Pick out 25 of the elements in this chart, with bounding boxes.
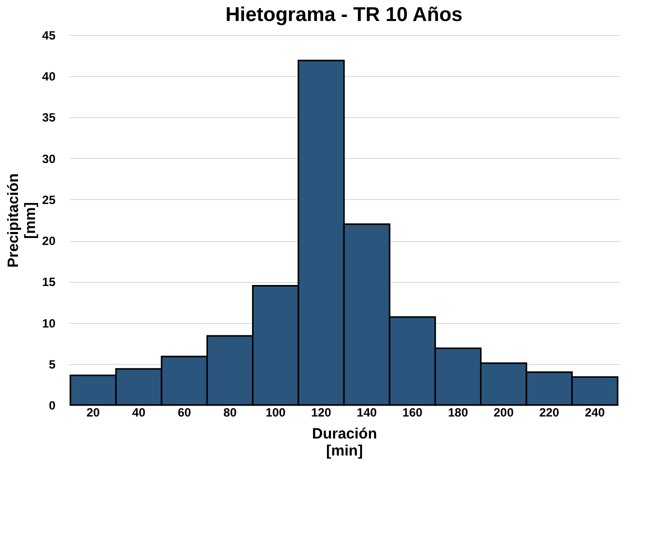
x-tick-label: 20 (86, 406, 100, 420)
y-tick-label: 45 (42, 28, 56, 42)
x-tick-label: 240 (584, 406, 606, 420)
y-axis-title: Precipitación [mm] (5, 173, 40, 268)
y-tick-label: 15 (42, 275, 56, 290)
y-tick-label: 20 (42, 234, 56, 248)
y-tick-label: 10 (42, 316, 56, 330)
x-tick-label: 120 (311, 406, 332, 420)
y-tick-label: 30 (42, 152, 56, 166)
x-tick-label: 80 (223, 406, 237, 420)
x-tick-label: 40 (132, 406, 146, 420)
y-tick-label: 25 (42, 192, 56, 207)
x-tick-label: 140 (356, 406, 378, 420)
chart-title: Hietograma - TR 10 Años (225, 4, 463, 26)
x-tick-label: 100 (266, 406, 286, 420)
x-tick-label: 60 (178, 406, 192, 420)
y-tick-label: 35 (42, 110, 56, 125)
y-tick-label: 5 (48, 357, 56, 372)
y-tick-label: 40 (42, 70, 56, 84)
x-axis-title: Duración [min] (312, 426, 378, 460)
x-tick-label: 180 (448, 406, 468, 420)
x-tick-label: 160 (402, 406, 423, 420)
x-tick-label: 220 (539, 406, 560, 420)
y-tick-label: 0 (48, 398, 56, 412)
x-tick-label: 200 (494, 406, 514, 420)
